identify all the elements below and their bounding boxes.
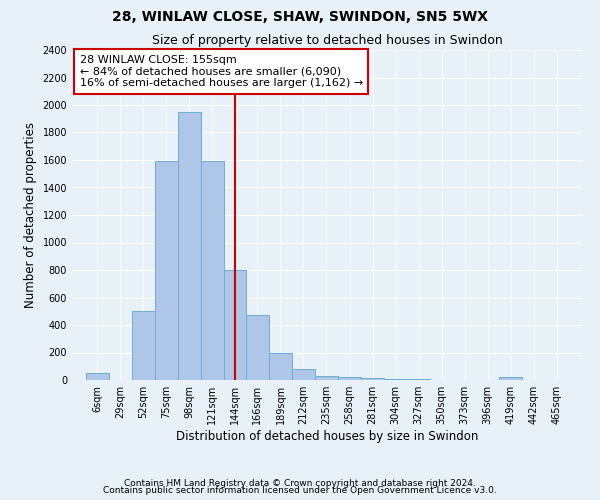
Bar [315, 376, 338, 380]
Text: Contains public sector information licensed under the Open Government Licence v3: Contains public sector information licen… [103, 486, 497, 495]
Bar [361, 378, 384, 380]
Bar [338, 377, 361, 380]
Bar [269, 353, 292, 380]
Bar [224, 270, 246, 380]
Text: 28, WINLAW CLOSE, SHAW, SWINDON, SN5 5WX: 28, WINLAW CLOSE, SHAW, SWINDON, SN5 5WX [112, 10, 488, 24]
Bar [246, 314, 269, 380]
X-axis label: Distribution of detached houses by size in Swindon: Distribution of detached houses by size … [176, 430, 478, 443]
Text: Contains HM Land Registry data © Crown copyright and database right 2024.: Contains HM Land Registry data © Crown c… [124, 478, 476, 488]
Bar [132, 311, 155, 380]
Bar [499, 377, 522, 380]
Title: Size of property relative to detached houses in Swindon: Size of property relative to detached ho… [152, 34, 502, 48]
Bar [292, 369, 315, 380]
Bar [201, 162, 224, 380]
Y-axis label: Number of detached properties: Number of detached properties [24, 122, 37, 308]
Bar [178, 112, 200, 380]
Bar [155, 162, 178, 380]
Text: 28 WINLAW CLOSE: 155sqm
← 84% of detached houses are smaller (6,090)
16% of semi: 28 WINLAW CLOSE: 155sqm ← 84% of detache… [80, 55, 363, 88]
Bar [86, 373, 109, 380]
